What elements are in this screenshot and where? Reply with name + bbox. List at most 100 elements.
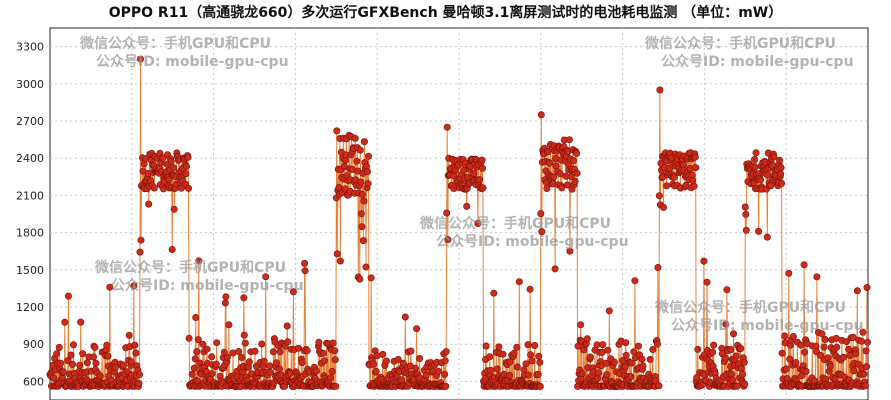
data-point	[571, 177, 579, 185]
data-point	[752, 149, 760, 157]
data-point	[312, 367, 320, 375]
data-point	[240, 294, 248, 302]
data-point	[360, 197, 368, 205]
data-point	[506, 358, 514, 366]
data-point	[64, 357, 72, 365]
data-point	[537, 210, 545, 218]
data-point	[222, 293, 230, 301]
data-point	[857, 337, 865, 345]
data-point	[422, 372, 430, 380]
data-point	[742, 226, 750, 234]
data-point	[862, 347, 870, 355]
data-point	[407, 347, 415, 355]
watermark-line2: 公众号ID: mobile-gpu-cpu	[671, 317, 864, 334]
data-point	[111, 363, 119, 371]
y-tick-label: 2700	[16, 115, 44, 128]
data-point	[358, 223, 366, 231]
data-point	[57, 359, 65, 367]
data-point	[710, 341, 718, 349]
data-point	[212, 360, 220, 368]
data-point	[535, 352, 543, 360]
data-point	[781, 332, 789, 340]
data-point	[241, 339, 249, 347]
data-point	[67, 351, 75, 359]
data-point	[443, 123, 451, 131]
data-point	[770, 153, 778, 161]
data-point	[550, 173, 558, 181]
data-point	[289, 288, 297, 296]
data-point	[76, 361, 84, 369]
data-point	[792, 359, 800, 367]
data-point	[135, 379, 143, 387]
data-point	[370, 360, 378, 368]
data-point	[813, 273, 821, 281]
data-point	[543, 185, 551, 193]
data-point	[627, 359, 635, 367]
data-point	[663, 182, 671, 190]
data-point	[225, 321, 233, 329]
data-point	[137, 55, 145, 63]
data-point	[79, 350, 87, 358]
data-point	[631, 277, 639, 285]
data-point	[690, 182, 698, 190]
data-point	[755, 227, 763, 235]
data-point	[131, 341, 139, 349]
data-point	[362, 263, 370, 271]
data-point	[266, 368, 274, 376]
data-point	[192, 313, 200, 321]
data-point	[331, 356, 339, 364]
data-point	[782, 365, 790, 373]
data-point	[478, 156, 486, 164]
data-point	[785, 269, 793, 277]
data-point	[723, 286, 731, 294]
data-point	[191, 355, 199, 363]
data-point	[284, 338, 292, 346]
data-point	[850, 367, 858, 375]
data-point	[213, 339, 221, 347]
data-point	[70, 341, 78, 349]
data-point	[106, 283, 114, 291]
data-point	[283, 322, 291, 330]
data-point	[763, 233, 771, 241]
data-point	[802, 367, 810, 375]
data-point	[372, 367, 380, 375]
data-point	[382, 357, 390, 365]
data-point	[522, 360, 530, 368]
data-point	[845, 345, 853, 353]
data-point	[821, 335, 829, 343]
data-point	[298, 359, 306, 367]
data-point	[839, 353, 847, 361]
data-point	[104, 352, 112, 360]
data-point	[703, 278, 711, 286]
data-point	[583, 335, 591, 343]
data-point	[168, 246, 176, 254]
data-point	[531, 341, 539, 349]
data-point	[83, 359, 91, 367]
data-point	[240, 331, 248, 339]
data-point	[862, 363, 870, 371]
data-point	[691, 153, 699, 161]
data-point	[185, 184, 193, 192]
data-point	[64, 292, 72, 300]
data-point	[442, 348, 450, 356]
data-point	[272, 359, 280, 367]
data-point	[578, 369, 586, 377]
data-point	[727, 345, 735, 353]
data-point	[260, 357, 268, 365]
data-point	[742, 210, 750, 218]
data-point	[208, 370, 216, 378]
data-point	[797, 341, 805, 349]
data-point	[150, 184, 158, 192]
data-point	[722, 320, 730, 328]
data-point	[573, 149, 581, 157]
data-point	[538, 228, 546, 236]
data-point	[475, 176, 483, 184]
y-tick-label: 1200	[16, 301, 44, 314]
watermark-line2: 公众号ID: mobile-gpu-cpu	[436, 233, 629, 250]
data-point	[356, 146, 364, 154]
data-point	[694, 345, 702, 353]
data-point	[526, 285, 534, 293]
data-point	[653, 340, 661, 348]
data-point	[513, 363, 521, 371]
data-point	[536, 382, 544, 390]
